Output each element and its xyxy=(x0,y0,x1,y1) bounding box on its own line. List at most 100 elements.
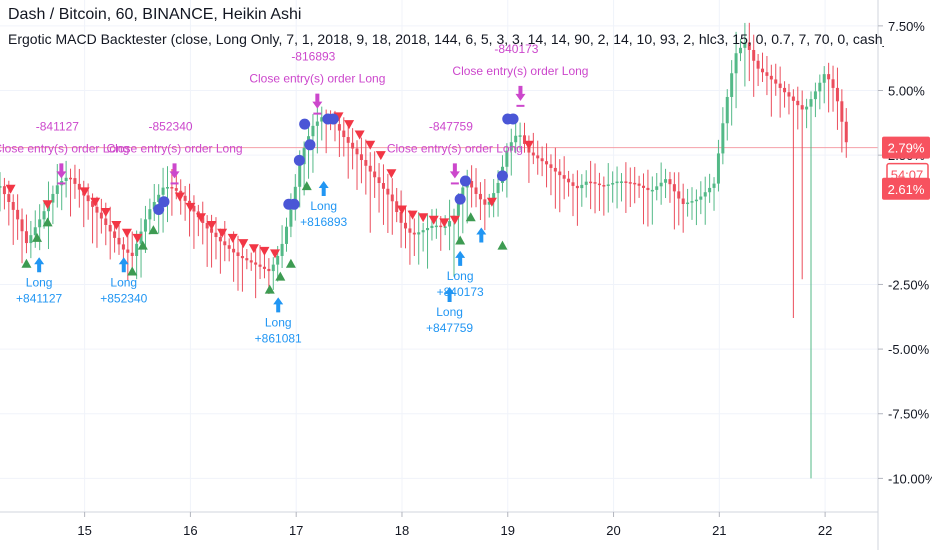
candle-body xyxy=(42,211,46,220)
candle-body xyxy=(633,182,637,185)
candle-body xyxy=(368,165,372,172)
candle-body xyxy=(293,186,297,210)
sell-triangle xyxy=(375,151,386,161)
sell-triangle xyxy=(174,192,185,202)
candle-body xyxy=(800,105,804,110)
long-arrow-icon xyxy=(118,257,129,273)
exit-arrow-icon xyxy=(169,163,180,179)
candle-body xyxy=(456,202,460,216)
candle-body xyxy=(783,87,787,93)
buy-triangle xyxy=(42,217,53,227)
price-axis[interactable]: 7.50%5.00%2.50%-2.50%-5.00%-7.50%-10.00% xyxy=(878,19,932,487)
candle-body xyxy=(130,252,134,256)
sell-triangle xyxy=(100,208,111,218)
x-tick-label: 17 xyxy=(289,523,303,538)
candle-body xyxy=(756,60,760,69)
candle-body xyxy=(430,225,434,228)
sell-triangle xyxy=(486,197,497,207)
candle-body xyxy=(126,249,130,253)
candle-body xyxy=(668,179,672,185)
candle-body xyxy=(69,177,73,180)
candle-body xyxy=(523,135,527,144)
candle-body xyxy=(104,218,108,225)
sell-triangle xyxy=(396,205,407,215)
sell-triangle xyxy=(238,239,249,249)
exit-arrow-icon xyxy=(312,93,323,109)
signal-circle xyxy=(299,118,311,130)
candle-body xyxy=(650,189,654,192)
candle-body xyxy=(545,161,549,165)
exit-arrow-icon xyxy=(515,85,526,101)
candle-body xyxy=(24,231,28,244)
candle-body xyxy=(655,186,659,190)
candle-body xyxy=(320,117,324,122)
candle-body xyxy=(267,268,271,272)
buy-triangle xyxy=(148,225,159,235)
grid-lines xyxy=(0,0,878,512)
x-tick-label: 15 xyxy=(77,523,91,538)
candle-body xyxy=(575,185,579,189)
indicator-legend[interactable]: Ergotic MACD Backtester (close, Long Onl… xyxy=(8,31,884,47)
y-tick-label: 5.00% xyxy=(888,84,925,99)
sell-triangle xyxy=(206,220,217,230)
candle-body xyxy=(514,135,518,143)
long-arrow-icon xyxy=(444,287,455,303)
candle-body xyxy=(844,121,848,143)
long-value: +861081 xyxy=(255,331,302,345)
candle-body xyxy=(0,186,2,188)
candle-body xyxy=(672,184,676,192)
candle-body xyxy=(95,206,99,213)
candle-body xyxy=(174,188,178,191)
candle-body xyxy=(439,225,443,228)
long-value: +840173 xyxy=(437,285,484,299)
buy-triangle xyxy=(455,235,466,245)
candle-body xyxy=(404,222,408,229)
second-price-badge xyxy=(882,177,930,200)
signal-circle xyxy=(327,113,339,125)
candle-body xyxy=(712,183,716,188)
buy-triangle xyxy=(21,258,32,268)
candle-body xyxy=(192,205,196,212)
sell-triangle xyxy=(5,184,16,194)
candle-body xyxy=(7,194,11,202)
candle-body xyxy=(835,87,839,102)
candle-body xyxy=(245,258,249,261)
candle-body xyxy=(64,177,68,182)
long-arrow-icon xyxy=(273,297,284,313)
candle-body xyxy=(769,75,773,80)
time-axis[interactable]: 15 16 17 18 19 20 21 22 xyxy=(77,512,832,538)
candle-body xyxy=(694,199,698,202)
sell-triangle xyxy=(185,202,196,212)
candle-body xyxy=(619,181,623,183)
candle-body xyxy=(549,164,553,168)
candle-body xyxy=(752,49,756,61)
sell-triangle xyxy=(132,233,143,243)
candle-body xyxy=(558,171,562,176)
sell-triangle xyxy=(259,246,270,256)
candle-body xyxy=(262,266,266,269)
signal-circle xyxy=(293,154,305,166)
sell-triangle xyxy=(449,215,460,225)
candle-body xyxy=(135,243,139,256)
long-arrow-icon xyxy=(34,257,45,273)
candle-body xyxy=(254,262,258,265)
candle-body xyxy=(351,142,355,149)
candle-body xyxy=(505,150,509,167)
x-tick-label: 16 xyxy=(183,523,197,538)
last-price-badge xyxy=(882,136,930,159)
candle-body xyxy=(664,179,668,183)
candle-body xyxy=(346,137,350,143)
sell-triangle xyxy=(79,187,90,197)
long-arrow-icon xyxy=(455,250,466,266)
candle-body xyxy=(311,125,315,137)
candle-body xyxy=(743,42,747,48)
candle-body xyxy=(16,209,20,220)
sell-triangle xyxy=(121,228,132,238)
candle-body xyxy=(659,182,663,187)
buy-triangle xyxy=(275,271,286,281)
candle-body xyxy=(412,232,416,235)
candle-body xyxy=(827,74,831,80)
candle-body xyxy=(232,248,236,253)
buy-triangle xyxy=(264,284,275,294)
